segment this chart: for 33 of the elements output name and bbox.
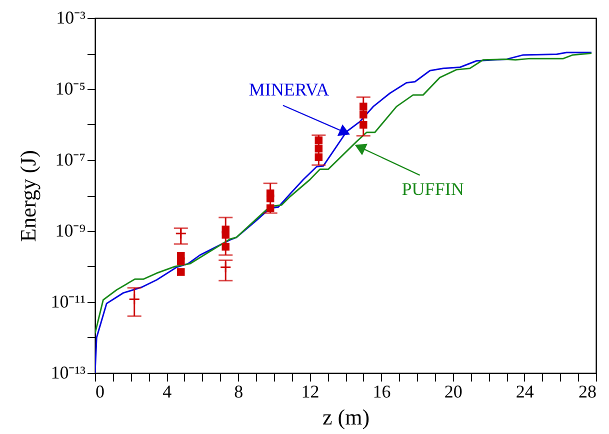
point (360, 120, 368, 129)
point (222, 230, 230, 239)
point (222, 242, 230, 251)
annotation: MINERVA (248, 79, 330, 100)
point (220, 262, 232, 274)
point (360, 102, 368, 110)
point (177, 257, 185, 266)
point (314, 144, 323, 152)
x-tick-label: 4 (162, 382, 172, 402)
x-tick-label: 0 (96, 382, 104, 402)
y-axis-title: Energy (J) (16, 150, 41, 242)
point (175, 228, 187, 240)
point (314, 153, 323, 162)
x-tick-label: 8 (234, 382, 244, 402)
annotation: PUFFIN (402, 179, 464, 200)
x-axis-title: z (m) (322, 404, 370, 430)
point (177, 268, 185, 276)
y-tick-label: 10⁻⁷ (55, 150, 86, 170)
point (314, 136, 323, 144)
y-tick-label: 10⁻³ (56, 8, 86, 28)
y-tick-label: 10⁻⁵ (55, 78, 86, 98)
point (266, 204, 274, 212)
point (266, 194, 274, 202)
point (360, 110, 368, 118)
y-tick-label: 10⁻⁹ (55, 220, 86, 240)
x-tick-label: 12 (301, 382, 320, 402)
x-tick-label: 20 (444, 382, 462, 402)
y-tick-label: 10⁻¹³ (50, 362, 86, 382)
x-tick-label: 24 (516, 382, 534, 402)
y-tick-label: 10⁻¹¹ (50, 292, 86, 312)
x-tick-label: 16 (372, 382, 391, 402)
x-tick-label: 28 (578, 382, 596, 402)
point (128, 293, 140, 305)
